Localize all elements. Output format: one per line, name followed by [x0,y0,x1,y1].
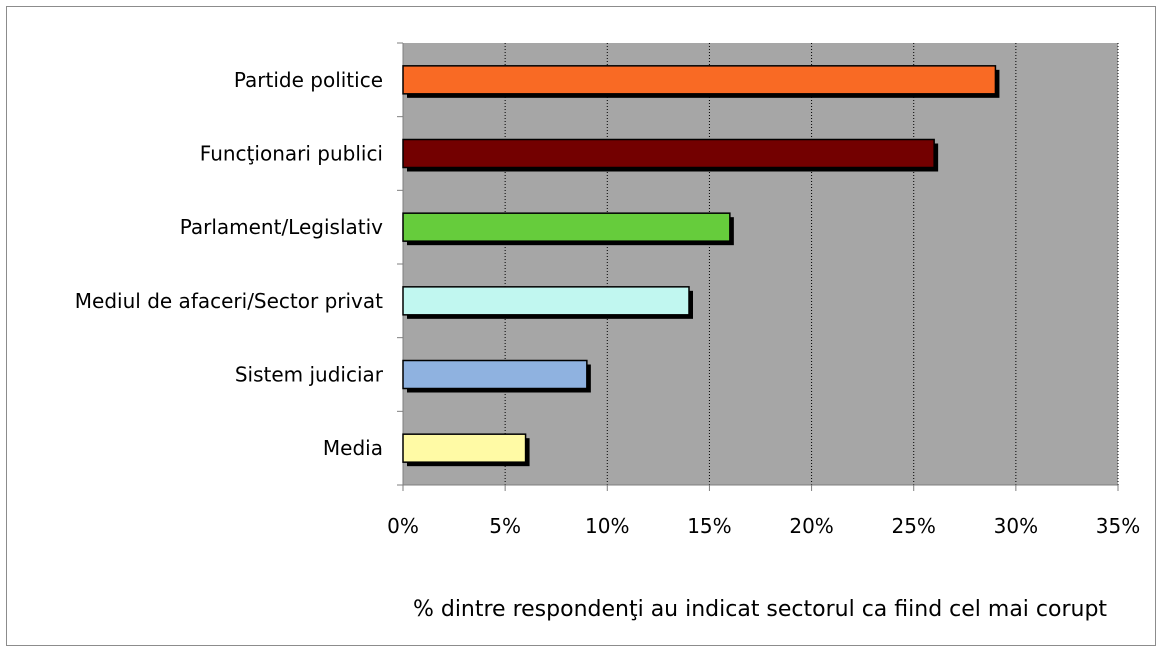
x-tick-label: 15% [687,514,731,538]
category-label: Sistem judiciar [235,363,384,387]
x-axis-label: % dintre respondenţi au indicat sectorul… [413,597,1107,622]
x-tick-label: 0% [387,514,419,538]
bar [402,433,527,463]
category-labels: Partide politice Funcţionari publici Parla… [75,68,384,460]
x-tick-labels: 0% 5% 10% 15% 20% 25% 30% 35% [387,514,1140,538]
category-label: Mediul de afaceri/Sector privat [75,289,383,313]
category-label: Funcţionari publici [200,142,383,166]
x-tick-label: 25% [891,514,935,538]
category-label: Parlament/Legislativ [180,215,383,239]
bar [402,286,690,316]
bar [402,359,588,390]
bars [402,65,1000,467]
x-tick-label: 30% [994,514,1038,538]
bar-chart: Partide politice Funcţionari publici Parla… [75,42,1140,622]
bar [402,65,997,95]
category-label: Media [323,436,383,460]
category-label: Partide politice [234,68,383,92]
x-tick-label: 20% [789,514,833,538]
bar [402,212,731,242]
axes [397,42,1119,491]
plot-area [403,43,1118,485]
x-tick-label: 35% [1096,514,1140,538]
x-tick-label: 5% [489,514,521,538]
x-tick-label: 10% [585,514,629,538]
bar [402,138,935,169]
